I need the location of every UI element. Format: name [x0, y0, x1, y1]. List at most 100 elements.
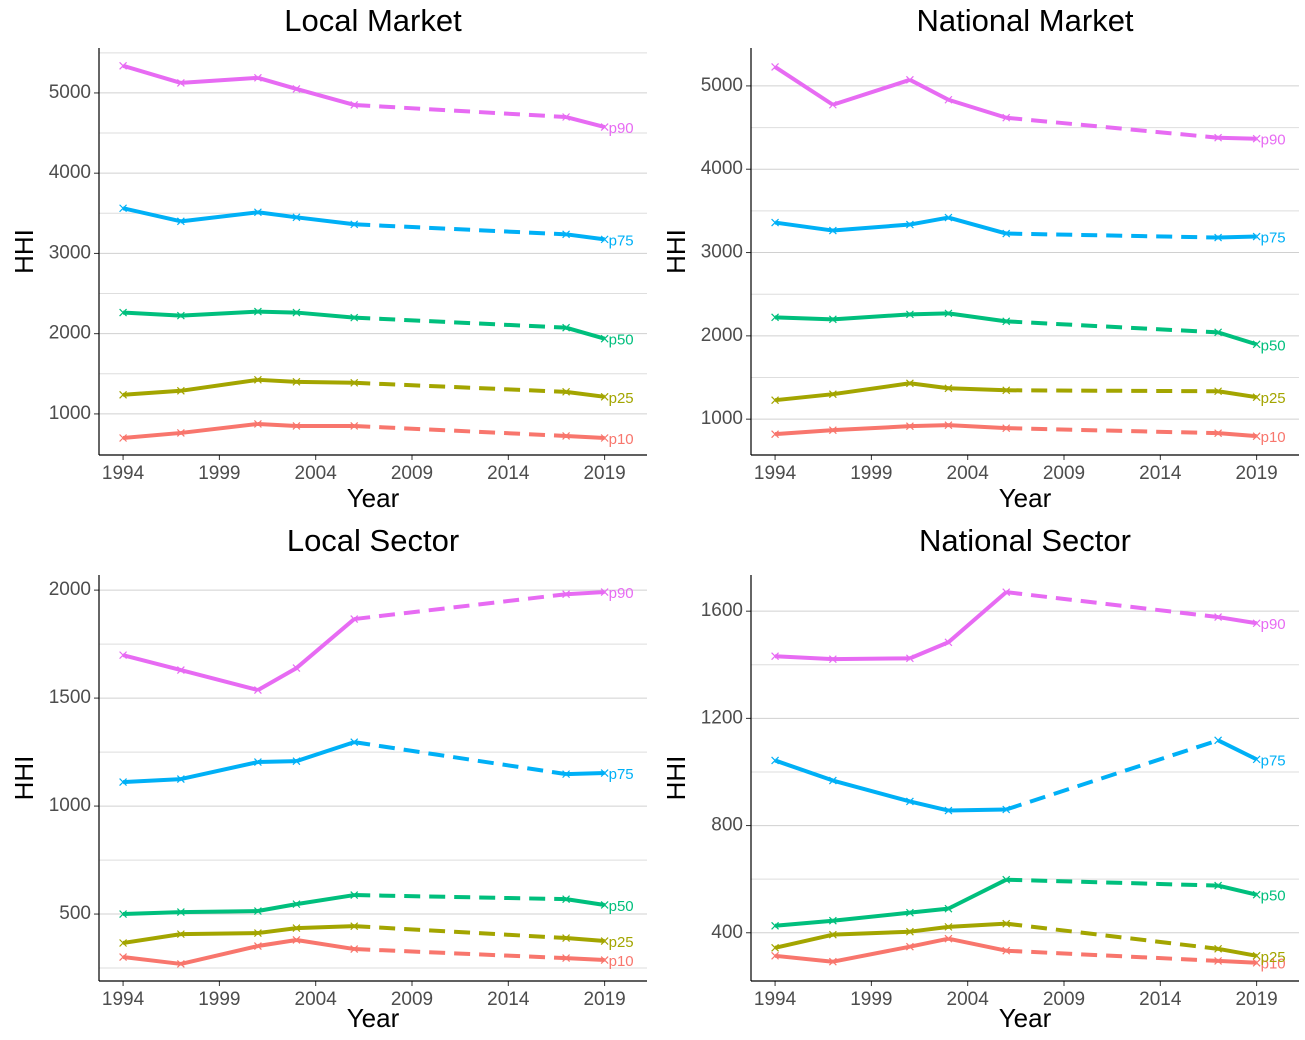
- point-marker: [600, 901, 609, 909]
- dashed-line-segment: [1005, 738, 1219, 812]
- point-marker: [828, 226, 837, 235]
- line-segment: [180, 668, 259, 693]
- point-marker: [119, 651, 128, 660]
- line-segment: [180, 210, 259, 224]
- x-tick-label: 2009: [391, 463, 433, 484]
- point-marker: [1252, 134, 1261, 143]
- point-marker: [771, 396, 780, 405]
- line-segment: [180, 309, 259, 318]
- point-marker: [828, 315, 837, 324]
- point-marker: [828, 426, 837, 435]
- line-segment: [774, 932, 834, 950]
- point-marker: [1002, 317, 1011, 326]
- chart-panel: Local Market Year HHI 1000 2000 3000 4000 5000 1…: [9, 3, 647, 513]
- line-segment: [257, 421, 297, 428]
- point-marker: [944, 922, 953, 931]
- point-marker: [350, 422, 359, 430]
- line-segment: [296, 310, 355, 320]
- point-marker: [253, 929, 262, 937]
- series-end-label: p50: [1261, 888, 1286, 905]
- point-marker: [253, 208, 262, 217]
- point-marker: [292, 924, 301, 933]
- line-segment: [257, 377, 297, 384]
- line-segment: [832, 929, 910, 937]
- line-segment: [295, 617, 356, 670]
- point-marker: [1002, 875, 1011, 884]
- line-segment: [180, 377, 259, 393]
- point-marker: [350, 891, 359, 899]
- line-segment: [180, 931, 258, 937]
- point-marker: [176, 311, 185, 320]
- point-marker: [600, 235, 609, 244]
- line-segment: [909, 215, 949, 227]
- point-marker: [562, 230, 571, 239]
- point-marker: [1002, 919, 1011, 928]
- y-tick-label: 500: [59, 903, 91, 924]
- point-marker: [828, 100, 837, 109]
- y-tick-label: 5000: [701, 75, 743, 96]
- series-end-label: p25: [609, 390, 634, 407]
- x-tick-label: 2004: [947, 989, 990, 1010]
- point-marker: [292, 377, 301, 386]
- point-marker: [905, 310, 914, 319]
- point-marker: [600, 434, 609, 442]
- dashed-line-segment: [1006, 948, 1219, 963]
- point-marker: [562, 113, 571, 121]
- line-segment: [180, 421, 259, 435]
- line-segment: [257, 759, 297, 765]
- point-marker: [944, 421, 953, 430]
- series-end-label: p75: [609, 232, 634, 249]
- point-marker: [350, 738, 359, 747]
- line-segment: [256, 666, 298, 692]
- line-segment: [565, 956, 605, 963]
- point-marker: [905, 379, 914, 388]
- point-marker: [1214, 956, 1223, 965]
- point-marker: [771, 313, 780, 322]
- point-marker: [1002, 113, 1011, 122]
- line-segment: [948, 807, 1007, 813]
- line-segment: [948, 921, 1007, 929]
- chart-title: National Market: [916, 3, 1133, 38]
- line-segment: [832, 77, 911, 107]
- line-segment: [122, 955, 182, 966]
- point-marker: [828, 957, 837, 966]
- line-segment: [1218, 135, 1257, 141]
- x-tick-label: 2004: [947, 463, 990, 484]
- line-segment: [257, 75, 297, 91]
- point-marker: [600, 123, 609, 131]
- line-segment: [774, 392, 834, 403]
- point-marker: [905, 942, 914, 951]
- dashed-line-segment: [354, 423, 567, 438]
- y-axis-label: HHI: [661, 229, 691, 274]
- line-segment: [832, 944, 911, 964]
- x-tick-label: 2004: [295, 463, 338, 484]
- line-segment: [909, 640, 950, 661]
- line-segment: [296, 924, 355, 931]
- point-marker: [944, 309, 953, 318]
- line-segment: [565, 590, 605, 597]
- dashed-line-segment: [1005, 590, 1219, 620]
- point-marker: [1252, 958, 1261, 967]
- series-end-label: p25: [609, 934, 634, 951]
- line-segment: [909, 799, 949, 813]
- point-marker: [1002, 805, 1011, 814]
- line-segment: [257, 926, 297, 936]
- y-tick-label: 1000: [49, 403, 91, 424]
- point-marker: [905, 422, 914, 431]
- series-end-label: p90: [609, 120, 634, 137]
- x-tick-label: 2009: [391, 989, 433, 1010]
- line-segment: [122, 653, 182, 672]
- line-segment: [774, 918, 834, 928]
- point-marker: [1214, 613, 1223, 621]
- series-end-label: p75: [1261, 230, 1286, 247]
- point-marker: [292, 422, 301, 430]
- point-marker: [292, 757, 301, 766]
- line-segment: [122, 430, 182, 440]
- line-segment: [773, 65, 834, 107]
- point-marker: [828, 930, 837, 939]
- x-tick-label: 2019: [1235, 989, 1277, 1010]
- line-segment: [180, 75, 259, 85]
- point-marker: [119, 434, 128, 442]
- point-marker: [771, 652, 780, 661]
